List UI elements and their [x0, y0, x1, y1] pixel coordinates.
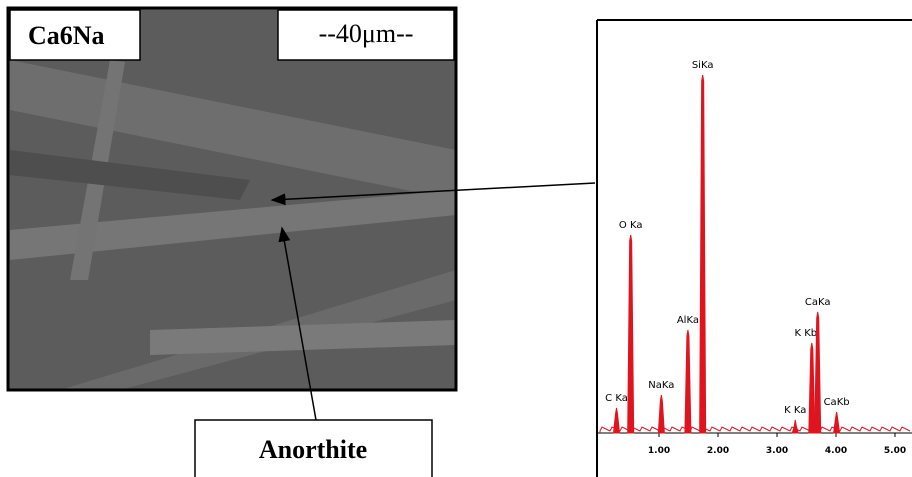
- peak: [791, 419, 799, 434]
- noise: [599, 426, 911, 433]
- peak-label: CaKa: [805, 297, 831, 308]
- image-label: Ca6Na: [28, 21, 105, 50]
- sem-image: [6, 6, 458, 392]
- peak: [627, 234, 635, 434]
- x-tick-label: 4.00: [825, 446, 847, 456]
- peak: [814, 311, 822, 434]
- x-tick-label: 3.00: [766, 446, 788, 456]
- x-tick-label: 2.00: [707, 446, 729, 456]
- scale-bar: --40μm--: [319, 19, 414, 48]
- peak: [699, 74, 707, 434]
- callout: Anorthite: [259, 435, 367, 464]
- peak: [657, 394, 665, 434]
- peak: [833, 411, 841, 434]
- peak: [684, 329, 692, 434]
- peak-label: AlKa: [677, 315, 699, 326]
- x-tick-label: 1.00: [648, 446, 670, 456]
- peak-label: NaKa: [648, 380, 674, 391]
- peak-label: K Ka: [784, 405, 806, 416]
- peak: [808, 342, 816, 434]
- peak-label: O Ka: [619, 220, 643, 231]
- peak-label: CaKb: [824, 397, 850, 408]
- peak-label: C Ka: [605, 393, 628, 404]
- peak: [612, 407, 621, 434]
- peak-label: K Kb: [794, 328, 817, 339]
- peak-label: SiKa: [692, 60, 714, 71]
- x-tick-label: 5.00: [884, 446, 906, 456]
